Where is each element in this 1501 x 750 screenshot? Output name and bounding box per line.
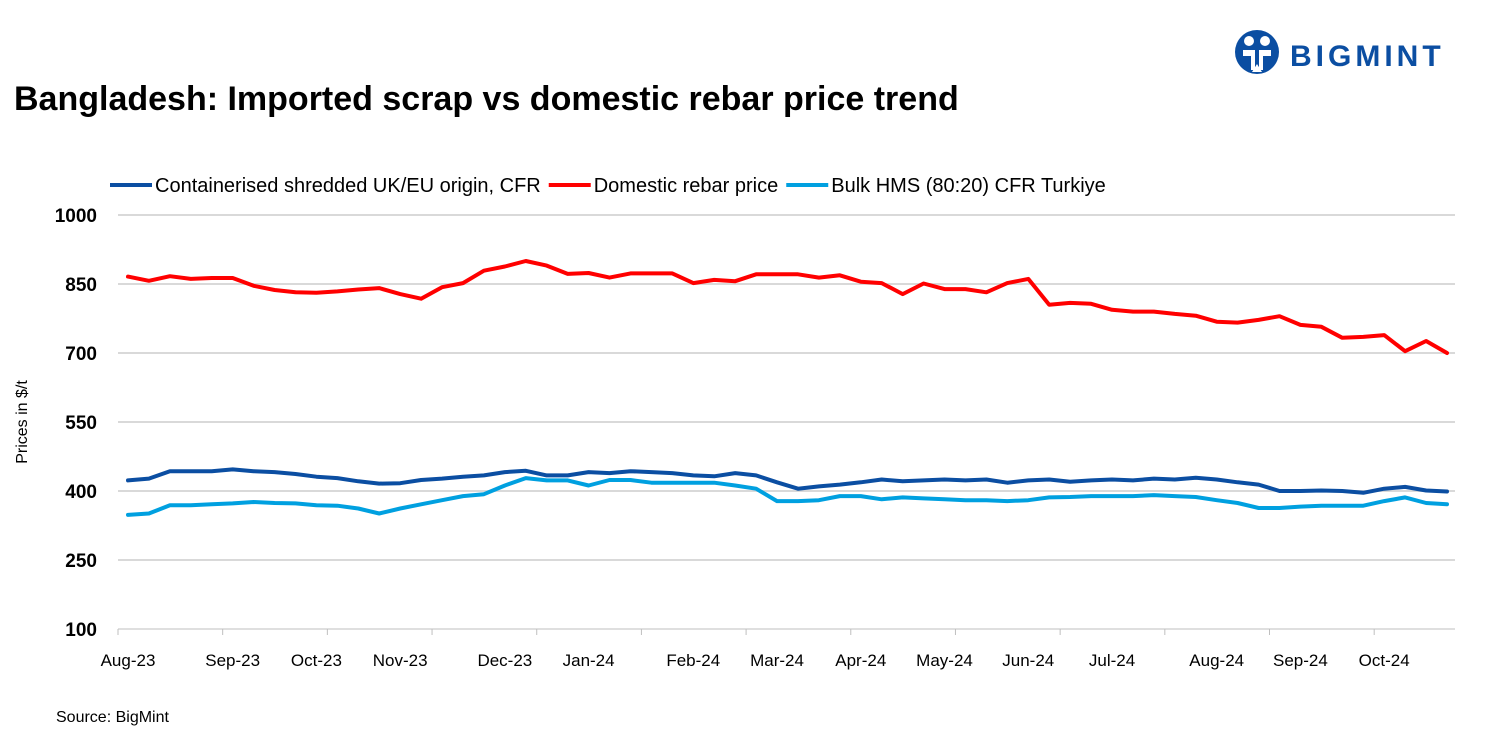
x-tick-label: Feb-24: [666, 651, 720, 670]
x-tick-label: Sep-23: [205, 651, 260, 670]
x-tick-label: Aug-24: [1189, 651, 1244, 670]
logo-text: BIGMINT: [1290, 40, 1445, 73]
chart-title: Bangladesh: Imported scrap vs domestic r…: [14, 80, 959, 118]
x-tick-label: Jul-24: [1089, 651, 1135, 670]
y-axis-title: Prices in $/t: [14, 380, 31, 464]
series-line-0: [126, 467, 1449, 495]
y-tick-label: 250: [65, 551, 97, 572]
legend-label: Domestic rebar price: [594, 175, 779, 197]
x-tick-label: Jan-24: [563, 651, 615, 670]
x-tick-label: Sep-24: [1273, 651, 1328, 670]
y-tick-label: 400: [65, 482, 97, 503]
logo: BIGMINT: [1235, 30, 1445, 74]
x-tick-label: Oct-24: [1359, 651, 1410, 670]
legend: Containerised shredded UK/EU origin, CFR…: [110, 175, 1106, 197]
y-tick-label: 100: [65, 620, 97, 641]
y-tick-label: 700: [65, 344, 97, 365]
x-tick-label: Mar-24: [750, 651, 804, 670]
y-axis-ticks: 100 250 400 550 700 850 1000: [55, 206, 97, 641]
series-line-1: [126, 259, 1449, 355]
y-tick-label: 850: [65, 275, 97, 296]
x-tick-label: Dec-23: [477, 651, 532, 670]
source-note: Source: BigMint: [56, 709, 169, 726]
x-tick-label: Oct-23: [291, 651, 342, 670]
x-axis-ticks: Aug-23 Sep-23 Oct-23 Nov-23 Dec-23 Jan-24 Feb-…: [101, 629, 1410, 670]
x-tick-label: Apr-24: [835, 651, 886, 670]
bigmint-logo-icon: [1235, 30, 1279, 74]
legend-label: Containerised shredded UK/EU origin, CFR: [155, 175, 541, 197]
x-tick-label: Jun-24: [1002, 651, 1054, 670]
legend-label: Bulk HMS (80:20) CFR Turkiye: [831, 175, 1106, 197]
series-lines: [126, 259, 1449, 517]
y-tick-label: 550: [65, 413, 97, 434]
x-tick-label: May-24: [916, 651, 973, 670]
gridlines: [118, 214, 1455, 561]
y-tick-label: 1000: [55, 206, 97, 227]
series-line-2: [126, 476, 1449, 517]
x-tick-label: Aug-23: [101, 651, 156, 670]
x-tick-label: Nov-23: [373, 651, 428, 670]
